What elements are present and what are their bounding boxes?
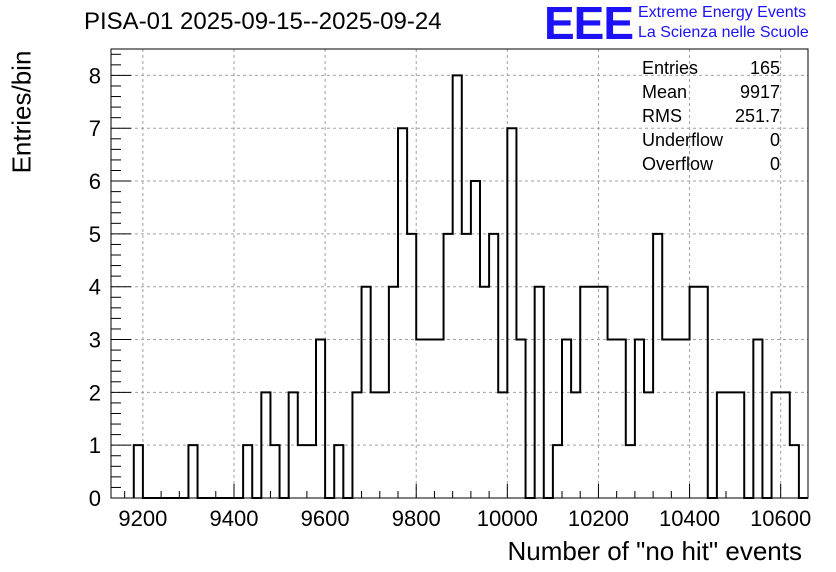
x-tick-label: 10000 <box>477 506 538 531</box>
stat-value: 0 <box>769 154 780 174</box>
histogram-bar <box>462 234 471 498</box>
stat-value: 9917 <box>739 82 780 102</box>
histogram-bar <box>416 340 425 498</box>
y-tick-label: 5 <box>89 222 101 247</box>
x-tick-label: 9600 <box>301 506 350 531</box>
histogram-bar <box>617 340 626 498</box>
x-axis-label: Number of "no hit" events <box>507 536 803 566</box>
stat-row-overflow: Overflow 0 <box>642 154 780 178</box>
stat-label: Mean <box>642 82 688 102</box>
histogram-bar <box>507 128 516 498</box>
histogram-bar <box>553 445 562 498</box>
y-tick-label: 7 <box>89 116 101 141</box>
y-tick-label: 0 <box>89 486 101 511</box>
histogram-outline <box>132 74 808 499</box>
histogram-bar <box>671 340 680 498</box>
x-tick-label: 10200 <box>568 506 629 531</box>
histogram-bar <box>188 445 197 498</box>
histogram-bar <box>298 445 307 498</box>
histogram-bar <box>307 445 316 498</box>
x-tick-label: 9400 <box>210 506 259 531</box>
eee-logo-mark: EEE <box>544 0 634 49</box>
histogram-bar <box>790 445 799 498</box>
histogram-bar <box>635 340 644 498</box>
chart-title: PISA-01 2025-09-15--2025-09-24 <box>84 8 442 35</box>
histogram-bar <box>444 234 453 498</box>
histogram-bar <box>407 234 416 498</box>
x-tick-label: 10400 <box>659 506 720 531</box>
stat-value: 0 <box>769 130 780 150</box>
y-tick-label: 3 <box>89 328 101 353</box>
histogram-bar <box>662 340 671 498</box>
y-axis-label: Entries/bin <box>6 50 37 174</box>
histogram-bar <box>243 445 252 498</box>
histogram-bar <box>270 445 279 498</box>
y-tick-label: 1 <box>89 433 101 458</box>
histogram-bar <box>434 340 443 498</box>
stat-label: Overflow <box>642 154 714 174</box>
stat-value: 251.7 <box>734 106 780 126</box>
histogram-bar <box>626 445 635 498</box>
stat-row-rms: RMS 251.7 <box>642 106 780 130</box>
histogram-bar <box>425 340 434 498</box>
stat-label: RMS <box>642 106 682 126</box>
stat-label: Underflow <box>642 130 724 150</box>
y-tick-label: 2 <box>89 380 101 405</box>
logo-line-2: La Scienza nelle Scuole <box>638 24 809 41</box>
stat-row-underflow: Underflow 0 <box>642 130 780 154</box>
histogram-bar <box>653 234 662 498</box>
plot-frame <box>110 48 809 499</box>
stat-label: Entries <box>642 58 699 78</box>
histogram-bar <box>489 234 498 498</box>
histogram-bar <box>608 340 617 498</box>
logo-line-1: Extreme Energy Events <box>638 4 807 21</box>
x-tick-label: 9200 <box>118 506 167 531</box>
histogram-bar <box>562 340 571 498</box>
stat-row-mean: Mean 9917 <box>642 82 780 106</box>
histogram-bar <box>516 340 525 498</box>
histogram-bar <box>398 128 407 498</box>
histogram-bar <box>334 445 343 498</box>
stats-box: Entries 165 Mean 9917 RMS 251.7 Underflo… <box>642 58 780 178</box>
histogram-bar <box>316 340 325 498</box>
stat-value: 165 <box>749 58 780 78</box>
histogram-bar <box>680 340 689 498</box>
histogram-bar <box>134 445 143 498</box>
y-tick-label: 6 <box>89 169 101 194</box>
x-tick-label: 9800 <box>392 506 441 531</box>
x-tick-label: 10600 <box>750 506 811 531</box>
y-tick-label: 4 <box>89 275 101 300</box>
histogram-bar <box>753 340 762 498</box>
stat-row-entries: Entries 165 <box>642 58 780 82</box>
eee-logo: EEE Extreme Energy Events La Scienza nel… <box>544 0 834 49</box>
y-tick-label: 8 <box>89 63 101 88</box>
